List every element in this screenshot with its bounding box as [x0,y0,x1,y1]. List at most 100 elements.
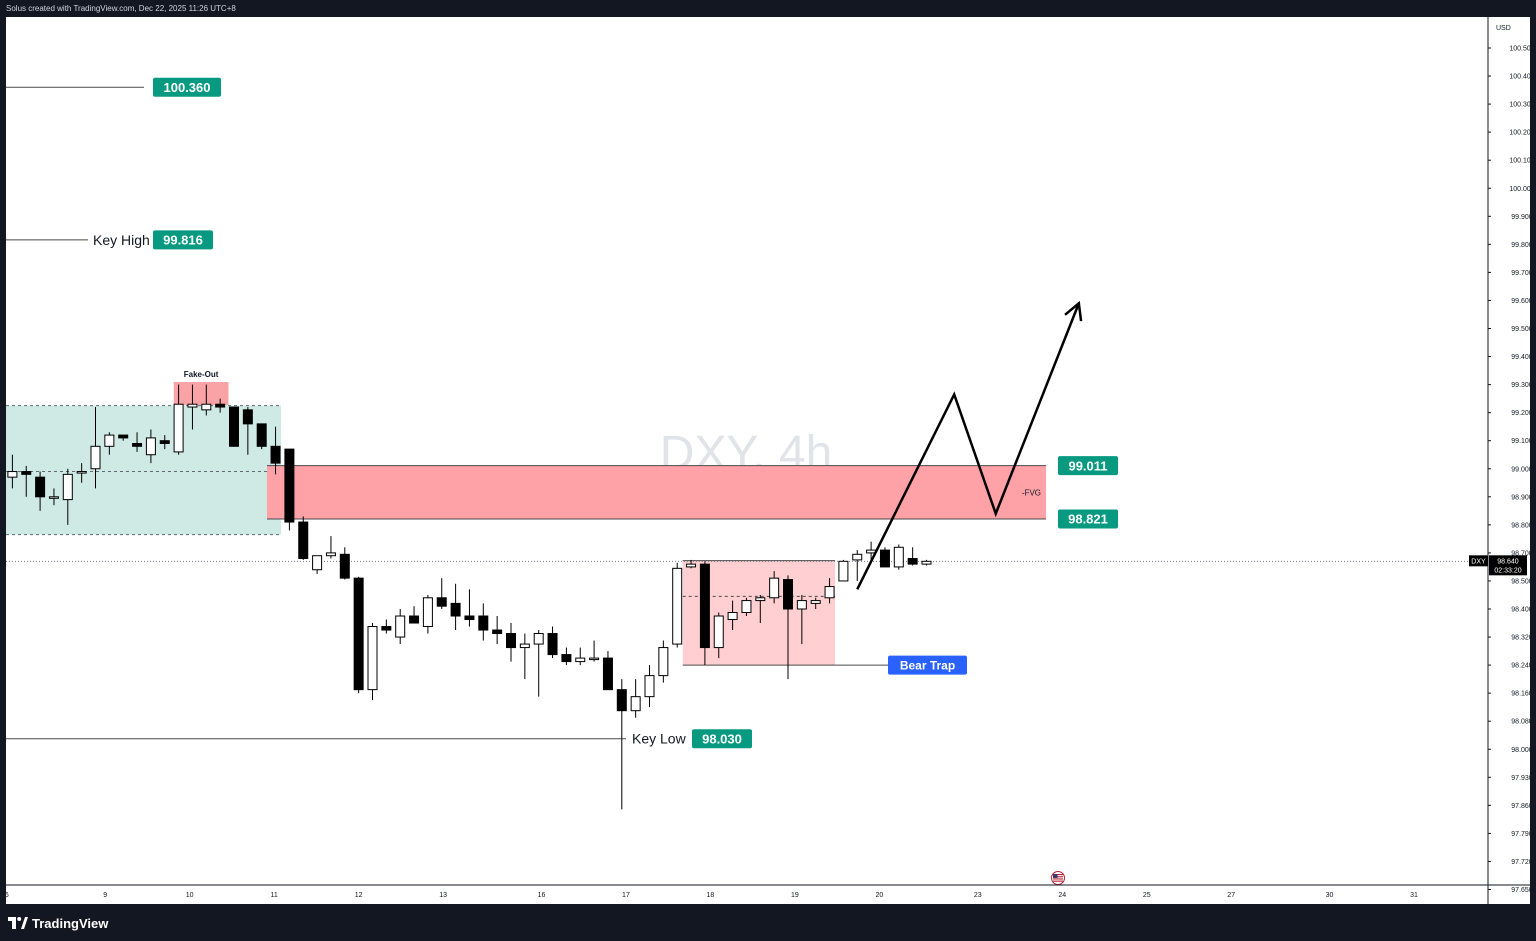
candle[interactable] [215,398,226,413]
candle[interactable] [62,468,73,525]
candle[interactable] [229,406,239,447]
candle[interactable] [893,544,904,570]
candle[interactable] [436,578,447,609]
candle[interactable] [35,471,46,511]
candle[interactable] [644,665,655,708]
candle[interactable] [810,597,821,609]
tradingview-logo[interactable]: TradingView [8,915,108,931]
candle[interactable] [464,589,475,627]
top-bar: Solus created with TradingView.com, Dec … [0,0,1536,17]
candle[interactable] [298,516,309,560]
candle[interactable] [478,603,489,641]
candle[interactable] [409,606,420,624]
candle-body-down [242,409,253,425]
candle[interactable] [104,432,115,455]
price-tick-label: 98.900 [1511,494,1530,501]
candle[interactable] [575,647,586,666]
candle[interactable] [699,561,710,666]
level-badge-top[interactable]: 100.360 [153,77,221,97]
candle[interactable] [21,465,32,497]
candle-body-up [173,403,184,453]
last-price-tag[interactable]: DXY 98.640 02:33:20 [1469,555,1527,576]
candle[interactable] [187,384,198,430]
candle[interactable] [339,547,350,580]
candle[interactable] [90,407,101,489]
key-high-badge[interactable]: 99.816 [153,230,213,250]
candle[interactable] [783,575,793,680]
candle[interactable] [630,679,641,718]
candle[interactable] [256,423,267,450]
chart-frame[interactable]: DXY, 4h Fake-Out -FVG 100.360 Key High 99.81… [6,17,1530,904]
candle[interactable] [852,550,863,581]
candle[interactable] [159,435,170,450]
candle[interactable] [450,583,461,631]
candle[interactable] [353,576,364,694]
tradingview-logo-icon [8,917,28,929]
candle[interactable] [284,448,295,531]
candle[interactable] [7,454,18,489]
candle[interactable] [367,623,378,701]
candle[interactable] [713,612,724,659]
candle[interactable] [145,429,156,464]
price-tick-label: 98.240 [1511,663,1530,670]
candle[interactable] [561,647,572,666]
candle[interactable] [769,571,780,604]
bear-trap-badge-text: Bear Trap [900,658,955,672]
candle[interactable] [879,547,890,568]
candle-body-up [7,471,18,478]
candle[interactable] [173,384,184,455]
fvg-top-badge[interactable]: 99.011 [1058,456,1118,476]
candle[interactable] [741,597,752,617]
fvg-bottom-badge[interactable]: 98.821 [1058,509,1118,529]
candle[interactable] [506,623,516,662]
time-tick-label: 25 [1143,892,1151,899]
candle[interactable] [824,578,835,604]
candle[interactable] [132,432,143,452]
candle[interactable] [519,633,530,680]
time-tick-label: 6 [6,892,9,899]
candle[interactable] [76,463,87,483]
key-high-label: Key High [93,232,150,248]
price-tick-label: 99.000 [1511,466,1530,473]
candle[interactable] [755,594,766,624]
candle[interactable] [118,434,129,441]
key-low-badge[interactable]: 98.030 [692,729,752,749]
candle[interactable] [242,407,253,455]
candle-body-down [602,657,613,691]
candle[interactable] [270,426,281,475]
candle-body-up [838,560,849,582]
candle[interactable] [395,609,406,645]
candle[interactable] [312,555,323,574]
candle[interactable] [381,619,392,634]
candle[interactable] [533,630,544,697]
price-tick-label: 99.100 [1511,438,1530,445]
candle[interactable] [907,547,918,566]
candle[interactable] [492,616,503,645]
price-scale[interactable] [1488,17,1530,904]
candle[interactable] [547,626,558,659]
candle[interactable] [589,640,600,662]
candle[interactable] [727,600,738,631]
candle[interactable] [672,562,683,648]
candle-body-up [104,434,115,447]
candle[interactable] [602,651,613,691]
bear-trap-badge[interactable]: Bear Trap [888,655,967,675]
candle[interactable] [796,594,807,645]
key-low-badge-text: 98.030 [702,731,742,746]
candle[interactable] [325,536,336,559]
candle[interactable] [838,559,849,582]
candle-body-up [755,597,766,602]
time-tick-label: 23 [974,892,982,899]
candle[interactable] [921,559,932,566]
candle[interactable] [616,679,627,810]
candle-body-up [810,600,821,604]
candle[interactable] [422,594,433,634]
candle[interactable] [658,640,669,683]
candle[interactable] [48,488,59,506]
currency-label: USD [1496,25,1511,32]
candle[interactable] [686,559,697,569]
us-flag-icon[interactable] [1051,871,1065,885]
candle-body-down [256,423,267,447]
candle[interactable] [201,384,212,416]
